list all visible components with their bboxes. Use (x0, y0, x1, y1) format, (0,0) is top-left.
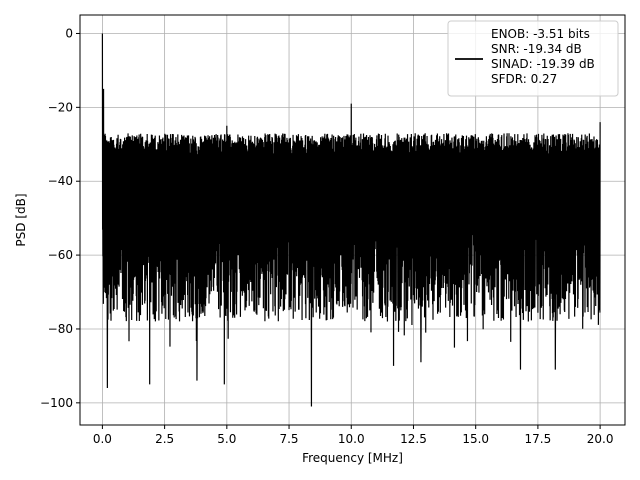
legend-box (447, 20, 619, 97)
psd-series-line (101, 33, 601, 407)
x-tick-label: 10.0 (338, 432, 365, 446)
legend-line-enob: ENOB: -3.51 bits (491, 27, 590, 41)
y-tick-label: −20 (48, 100, 73, 114)
y-tick-label: 0 (65, 26, 73, 40)
axes-frame (79, 14, 626, 426)
y-axis-label: PSD [dB] (14, 193, 28, 246)
x-tick-label: 0.0 (93, 432, 112, 446)
y-tick-label: −60 (48, 248, 73, 262)
legend: ENOB: -3.51 bits SNR: -19.34 dB SINAD: -… (447, 20, 619, 97)
x-tick-label: 5.0 (217, 432, 236, 446)
x-tick-label: 7.5 (279, 432, 298, 446)
legend-line-sfdr: SFDR: 0.27 (491, 72, 557, 86)
x-axis-label: Frequency [MHz] (302, 451, 403, 465)
y-tick-label: −40 (48, 174, 73, 188)
x-tick-label: 20.0 (587, 432, 614, 446)
ticks: 0.0 2.5 5.0 7.5 10.0 12.5 15.0 17.5 20.0 0 −20 −40 −… (40, 26, 613, 446)
x-tick-label: 2.5 (155, 432, 174, 446)
x-tick-label: 17.5 (525, 432, 552, 446)
x-tick-label: 12.5 (400, 432, 427, 446)
legend-line-snr: SNR: -19.34 dB (491, 42, 582, 56)
y-tick-label: −80 (48, 322, 73, 336)
x-tick-label: 15.0 (462, 432, 489, 446)
y-tick-label: −100 (40, 396, 73, 410)
plot-area (101, 33, 601, 407)
legend-line-sinad: SINAD: -19.39 dB (491, 57, 595, 71)
